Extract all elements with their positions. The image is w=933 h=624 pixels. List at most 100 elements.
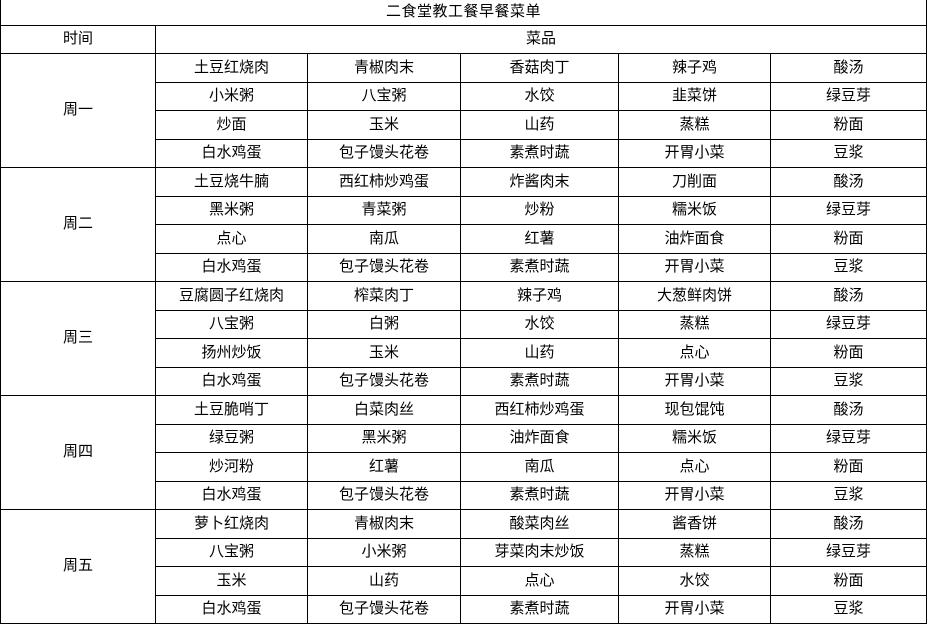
dish-cell: 山药 xyxy=(307,566,461,596)
dish-cell: 绿豆芽 xyxy=(769,424,928,453)
title-row: 二食堂教工餐早餐菜单 xyxy=(0,0,928,26)
dish-cell: 西红柿炒鸡蛋 xyxy=(307,167,461,197)
dish-cell: 南瓜 xyxy=(460,452,619,482)
menu-row: 玉米 山药 点心 水饺 粉面 xyxy=(1,566,928,596)
dish-cell: 萝卜红烧肉 xyxy=(155,509,308,539)
dish-cell: 绿豆芽 xyxy=(769,310,928,339)
dish-cell: 油炸面食 xyxy=(460,424,619,453)
dish-cell: 豆浆 xyxy=(769,481,928,510)
dish-cell: 水饺 xyxy=(460,310,619,339)
dish-cell: 酸汤 xyxy=(769,53,928,83)
menu-row: 扬州炒饭 玉米 山药 点心 粉面 xyxy=(1,338,928,368)
menu-row: 周四 土豆脆哨丁 白菜肉丝 西红柿炒鸡蛋 现包馄饨 酸汤 xyxy=(0,395,928,510)
dish-cell: 包子馒头花卷 xyxy=(307,481,461,510)
dish-cell: 土豆烧牛腩 xyxy=(155,167,308,197)
dish-cell: 点心 xyxy=(155,224,308,254)
menu-row: 点心 南瓜 红薯 油炸面食 粉面 xyxy=(1,224,928,254)
dish-cell: 玉米 xyxy=(307,110,461,140)
dish-cell: 油炸面食 xyxy=(618,224,771,254)
header-dishes: 菜品 xyxy=(154,25,928,54)
dish-cell: 白水鸡蛋 xyxy=(155,139,308,168)
dish-cell: 粉面 xyxy=(769,224,928,254)
dish-cell: 韭菜饼 xyxy=(618,82,771,111)
dish-cell: 水饺 xyxy=(460,82,619,111)
dish-cell: 素煮时蔬 xyxy=(460,367,619,396)
dish-cell: 西红柿炒鸡蛋 xyxy=(460,395,619,425)
menu-row: 小米粥 八宝粥 水饺 韭菜饼 绿豆芽 xyxy=(1,82,928,111)
dish-cell: 粉面 xyxy=(769,110,928,140)
dish-cell: 开胃小菜 xyxy=(618,481,771,510)
dish-cell: 开胃小菜 xyxy=(618,139,771,168)
header-time: 时间 xyxy=(0,25,156,54)
day-label-2: 周二 xyxy=(0,167,156,282)
dish-cell: 开胃小菜 xyxy=(618,595,771,624)
dish-cell: 包子馒头花卷 xyxy=(307,253,461,282)
dish-cell: 水饺 xyxy=(618,566,771,596)
dish-cell: 蒸糕 xyxy=(618,310,771,339)
dish-cell: 八宝粥 xyxy=(155,538,308,567)
dish-cell: 炒面 xyxy=(155,110,308,140)
dish-cell: 包子馒头花卷 xyxy=(307,139,461,168)
dish-cell: 现包馄饨 xyxy=(618,395,771,425)
menu-row: 白水鸡蛋 包子馒头花卷 素煮时蔬 开胃小菜 豆浆 xyxy=(1,367,928,396)
day-label-4: 周四 xyxy=(0,395,156,510)
dish-cell: 包子馒头花卷 xyxy=(307,595,461,624)
dish-cell: 山药 xyxy=(460,110,619,140)
dish-cell: 豆浆 xyxy=(769,367,928,396)
dish-cell: 绿豆芽 xyxy=(769,538,928,567)
dish-cell: 白水鸡蛋 xyxy=(155,253,308,282)
menu-row: 绿豆粥 黑米粥 油炸面食 糯米饭 绿豆芽 xyxy=(1,424,928,453)
menu-row: 白水鸡蛋 包子馒头花卷 素煮时蔬 开胃小菜 豆浆 xyxy=(1,253,928,282)
dish-cell: 八宝粥 xyxy=(307,82,461,111)
dish-cell: 香菇肉丁 xyxy=(460,53,619,83)
dish-cell: 点心 xyxy=(460,566,619,596)
dish-cell: 山药 xyxy=(460,338,619,368)
dish-cell: 白粥 xyxy=(307,310,461,339)
dish-cell: 绿豆芽 xyxy=(769,82,928,111)
dish-cell: 粉面 xyxy=(769,338,928,368)
menu-row: 八宝粥 白粥 水饺 蒸糕 绿豆芽 xyxy=(1,310,928,339)
dish-cell: 小米粥 xyxy=(307,538,461,567)
dish-cell: 扬州炒饭 xyxy=(155,338,308,368)
dish-cell: 素煮时蔬 xyxy=(460,481,619,510)
dish-cell: 酸菜肉丝 xyxy=(460,509,619,539)
dish-cell: 炸酱肉末 xyxy=(460,167,619,197)
dish-cell: 开胃小菜 xyxy=(618,253,771,282)
dish-cell: 土豆脆哨丁 xyxy=(155,395,308,425)
dish-cell: 点心 xyxy=(618,338,771,368)
dish-cell: 糯米饭 xyxy=(618,196,771,225)
dish-cell: 点心 xyxy=(618,452,771,482)
dish-cell: 酸汤 xyxy=(769,167,928,197)
dish-cell: 白水鸡蛋 xyxy=(155,367,308,396)
dish-cell: 酸汤 xyxy=(769,509,928,539)
dish-cell: 辣子鸡 xyxy=(618,53,771,83)
dish-cell: 酱香饼 xyxy=(618,509,771,539)
dish-cell: 辣子鸡 xyxy=(460,281,619,311)
dish-cell: 南瓜 xyxy=(307,224,461,254)
dish-cell: 绿豆粥 xyxy=(155,424,308,453)
dish-cell: 刀削面 xyxy=(618,167,771,197)
day-label-3: 周三 xyxy=(0,281,156,396)
dish-cell: 素煮时蔬 xyxy=(460,253,619,282)
dish-cell: 芽菜肉末炒饭 xyxy=(460,538,619,567)
dish-cell: 开胃小菜 xyxy=(618,367,771,396)
dish-cell: 豆浆 xyxy=(769,139,928,168)
dish-cell: 八宝粥 xyxy=(155,310,308,339)
page-title: 二食堂教工餐早餐菜单 xyxy=(0,0,928,26)
menu-row: 白水鸡蛋 包子馒头花卷 素煮时蔬 开胃小菜 豆浆 xyxy=(1,139,928,168)
menu-row: 炒面 玉米 山药 蒸糕 粉面 xyxy=(1,110,928,140)
dish-cell: 绿豆芽 xyxy=(769,196,928,225)
menu-row: 周五 萝卜红烧肉 青椒肉末 酸菜肉丝 酱香饼 酸汤 xyxy=(0,509,928,624)
dish-cell: 榨菜肉丁 xyxy=(307,281,461,311)
dish-cell: 青椒肉末 xyxy=(307,53,461,83)
day-label-5: 周五 xyxy=(0,509,156,624)
column-header-row: 时间 菜品 xyxy=(0,25,928,54)
dish-cell: 蒸糕 xyxy=(618,110,771,140)
dish-cell: 豆浆 xyxy=(769,253,928,282)
menu-row: 周三 豆腐圆子红烧肉 榨菜肉丁 辣子鸡 大葱鲜肉饼 酸汤 xyxy=(0,281,928,396)
dish-cell: 蒸糕 xyxy=(618,538,771,567)
dish-cell: 豆腐圆子红烧肉 xyxy=(155,281,308,311)
